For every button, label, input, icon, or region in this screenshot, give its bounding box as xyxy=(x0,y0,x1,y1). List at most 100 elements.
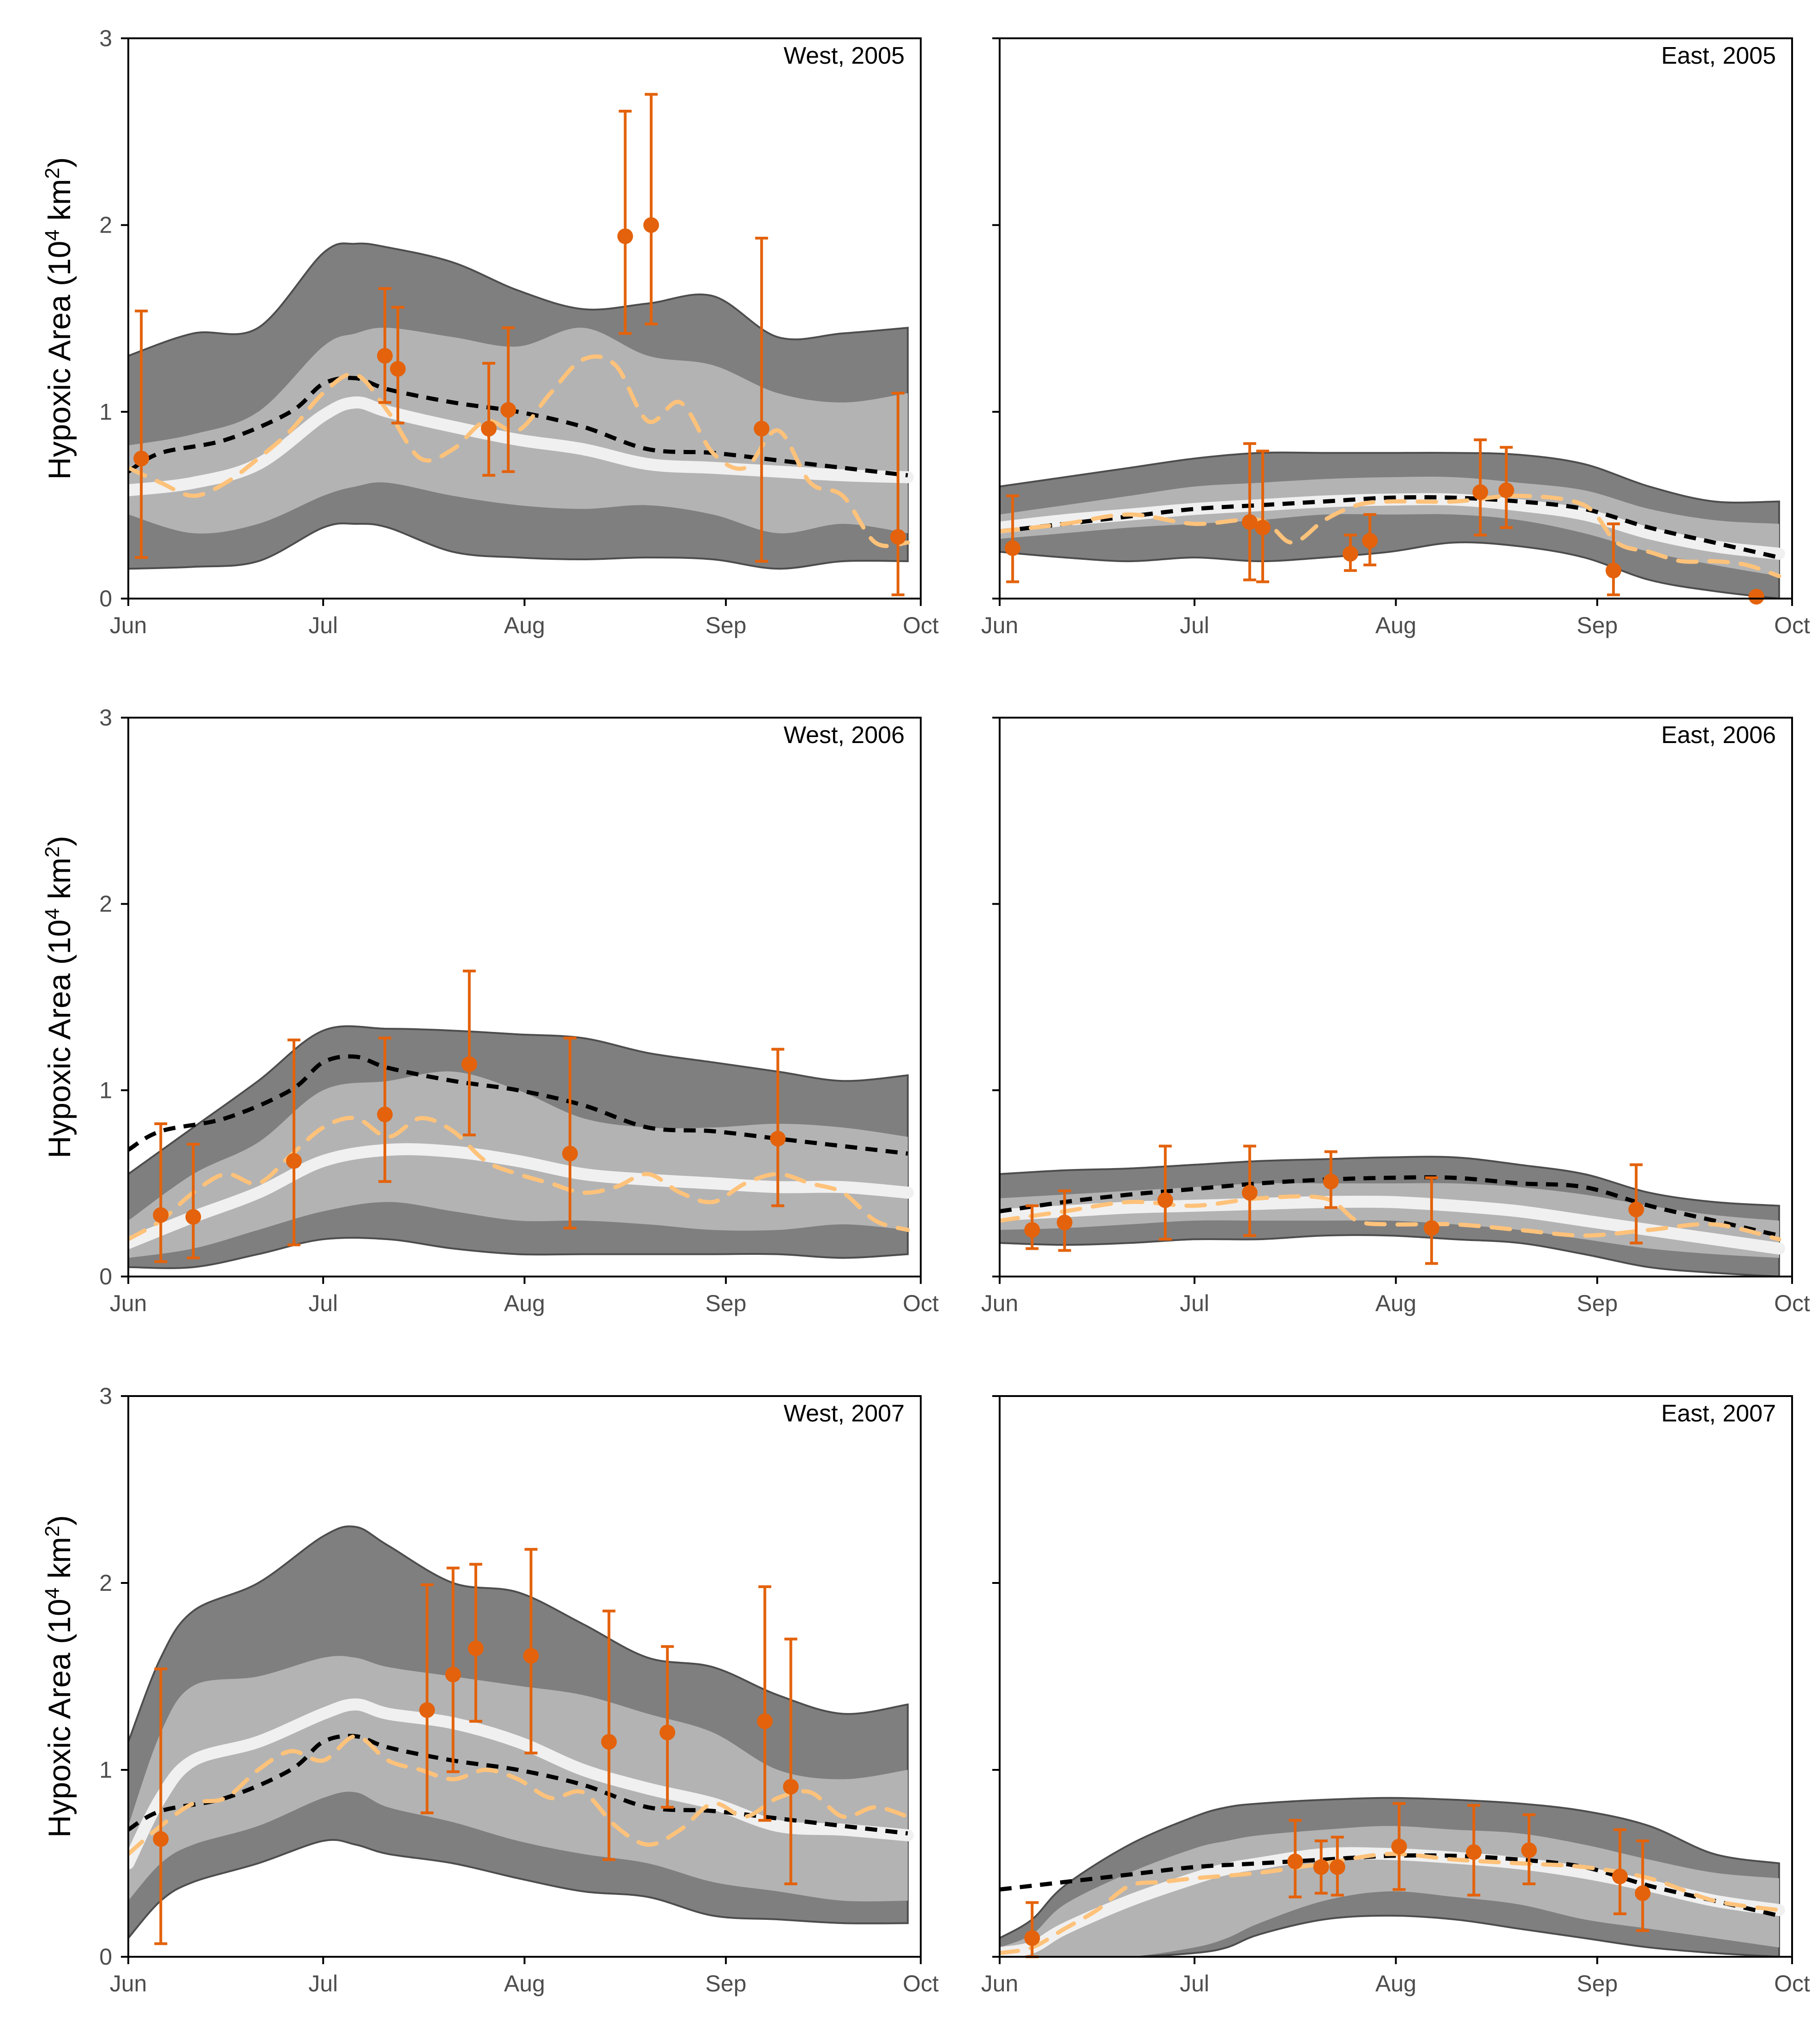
y-tick-label: 2 xyxy=(99,891,112,917)
x-tick-label: Aug xyxy=(1375,1290,1416,1316)
x-tick-label: Sep xyxy=(705,1971,746,1996)
observation-point xyxy=(523,1648,539,1664)
orange-dashed-line xyxy=(128,1734,910,1856)
observation-point xyxy=(445,1666,461,1683)
observation-point xyxy=(1323,1174,1339,1190)
x-tick-label: Sep xyxy=(1577,1971,1618,1996)
y-tick-label: 3 xyxy=(99,25,112,51)
y-axis-label: Hypoxic Area (104 km2) xyxy=(41,1515,78,1838)
panel-title: West, 2007 xyxy=(784,1400,905,1427)
observation-point xyxy=(419,1702,435,1718)
x-tick-label: Oct xyxy=(903,1290,939,1316)
observation-point xyxy=(601,1734,617,1750)
x-tick-label: Sep xyxy=(1577,1290,1618,1316)
x-tick-label: Jun xyxy=(981,1971,1019,1996)
observation-point xyxy=(390,361,406,377)
observation-point xyxy=(377,1106,393,1122)
chart-panel-1: Jun Jul Aug Sep Oct 0 1 2 3 West, 2005 Hypoxic Are… xyxy=(41,25,939,638)
orange-dashed-line xyxy=(128,354,910,548)
x-tick-label: Sep xyxy=(1577,612,1618,638)
observation-point xyxy=(617,228,633,244)
y-tick-label: 1 xyxy=(99,1757,112,1783)
x-tick-label: Oct xyxy=(1774,612,1810,638)
plot-area xyxy=(128,1025,914,1269)
y-tick-label: 0 xyxy=(99,1264,112,1289)
panel-title: East, 2005 xyxy=(1661,42,1776,69)
x-tick-label: Sep xyxy=(705,612,746,638)
x-tick-label: Jun xyxy=(981,612,1019,638)
observation-point xyxy=(1241,514,1258,530)
observation-point xyxy=(1329,1859,1345,1875)
median-line xyxy=(128,396,914,497)
observation-point xyxy=(461,1056,477,1072)
y-tick-label: 2 xyxy=(99,212,112,238)
observation-point xyxy=(1472,484,1488,500)
x-tick-label: Oct xyxy=(1774,1290,1810,1316)
observation-point xyxy=(890,529,906,545)
observation-point xyxy=(481,420,497,437)
x-tick-label: Oct xyxy=(1774,1971,1810,1996)
observation-point xyxy=(660,1725,676,1740)
y-tick-label: 0 xyxy=(99,586,112,611)
observation-point xyxy=(1024,1930,1040,1946)
observation-point xyxy=(754,420,770,437)
observation-point xyxy=(377,348,393,364)
y-tick-label: 0 xyxy=(99,1944,112,1970)
observation-point xyxy=(1056,1214,1073,1230)
observation-point xyxy=(133,450,150,467)
black-dashed-line xyxy=(128,1054,908,1156)
x-tick-label: Jul xyxy=(1180,1971,1209,1996)
y-tick-label: 3 xyxy=(99,705,112,731)
observation-point xyxy=(643,217,659,233)
plot-area xyxy=(1000,1797,1785,1957)
panel-title: East, 2007 xyxy=(1661,1400,1776,1427)
observation-point xyxy=(1423,1220,1439,1236)
plot-area xyxy=(1000,1156,1785,1277)
x-tick-label: Jul xyxy=(308,612,338,638)
observation-point xyxy=(1612,1868,1628,1884)
observation-point xyxy=(1635,1885,1651,1901)
observations xyxy=(153,1548,799,1945)
y-tick-label: 1 xyxy=(99,399,112,425)
inner-uncertainty-band xyxy=(128,328,908,534)
inner-uncertainty-band xyxy=(1000,476,1779,576)
observation-point xyxy=(1287,1853,1303,1870)
chart-panel-2: Jun Jul Aug Sep Oct East, 2005 xyxy=(981,37,1810,638)
observation-point xyxy=(1748,588,1764,605)
observation-point xyxy=(468,1640,484,1656)
x-tick-label: Jul xyxy=(1180,1290,1209,1316)
observation-point xyxy=(1254,520,1271,536)
x-tick-label: Jun xyxy=(110,1290,147,1316)
chart-panel-6: Jun Jul Aug Sep Oct East, 2007 xyxy=(981,1395,1810,1996)
y-tick-label: 2 xyxy=(99,1570,112,1596)
observation-point xyxy=(1605,563,1621,579)
x-tick-label: Jun xyxy=(110,1971,147,1996)
observation-point xyxy=(757,1713,773,1729)
y-axis-label: Hypoxic Area (104 km2) xyxy=(41,157,78,480)
observation-point xyxy=(1362,533,1378,549)
observation-point xyxy=(286,1153,302,1169)
observation-point xyxy=(1521,1842,1537,1858)
chart-panel-5: Jun Jul Aug Sep Oct 0 1 2 3 West, 2007 Hypoxic Are… xyxy=(41,1383,939,1996)
x-tick-label: Aug xyxy=(504,1971,545,1996)
observations xyxy=(133,93,906,596)
x-tick-label: Jul xyxy=(308,1971,338,1996)
x-tick-label: Jul xyxy=(1180,612,1209,638)
x-tick-label: Jun xyxy=(110,612,147,638)
x-tick-label: Jun xyxy=(981,1290,1019,1316)
observation-point xyxy=(185,1209,201,1225)
observation-point xyxy=(1342,545,1358,562)
orange-dashed-line xyxy=(128,1115,910,1241)
black-dashed-line xyxy=(1000,1175,1780,1238)
x-tick-label: Aug xyxy=(504,612,545,638)
observations xyxy=(1024,1145,1644,1265)
chart-panel-3: Jun Jul Aug Sep Oct 0 1 2 3 West, 2006 Hypoxic Are… xyxy=(41,705,939,1316)
panel-title: West, 2006 xyxy=(784,722,905,749)
panel-title: East, 2006 xyxy=(1661,722,1776,749)
plot-area xyxy=(128,1525,914,1940)
inner-uncertainty-band xyxy=(1000,1826,1779,1957)
y-tick-label: 3 xyxy=(99,1383,112,1409)
observations xyxy=(153,969,786,1263)
x-tick-label: Oct xyxy=(903,612,939,638)
